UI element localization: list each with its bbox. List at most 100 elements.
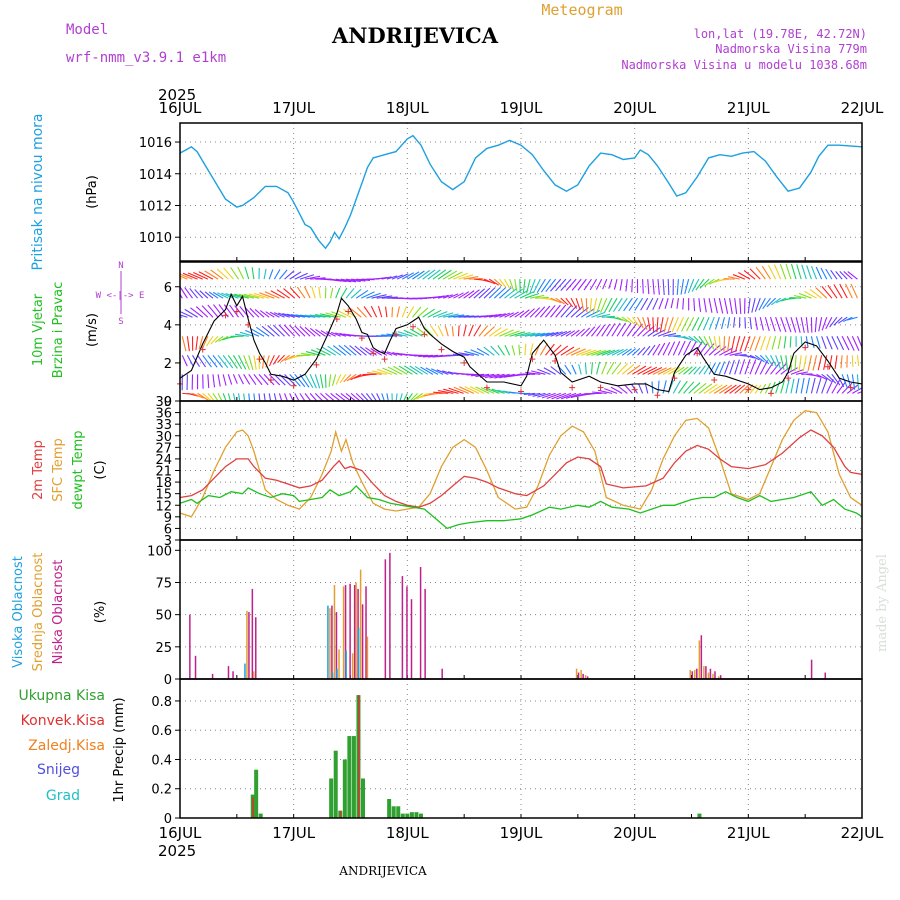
precip-ytick-label: 0.4: [151, 753, 172, 768]
wind-arrow: [577, 278, 587, 291]
wind-arrow: [718, 336, 722, 352]
wind-arrow: [294, 325, 306, 337]
wind-arrow: [856, 374, 860, 391]
wind-arrow: [693, 298, 696, 312]
wind-arrow: [273, 393, 277, 401]
wind-arrow: [727, 276, 740, 280]
wind-arrow: [785, 263, 792, 280]
wind-arrow: [616, 316, 628, 323]
wind-arrow: [821, 286, 833, 299]
wind-arrow: [531, 370, 546, 375]
wind-arrow: [762, 297, 771, 309]
wind-arrow: [724, 384, 737, 394]
cloud-bar-high: [244, 663, 246, 679]
wind-arrow: [734, 359, 740, 375]
wind-arrow: [667, 317, 674, 333]
wind-arrow: [688, 335, 698, 343]
cloud-bar-low: [582, 673, 584, 679]
wind-arrow: [729, 359, 735, 375]
wind-arrow: [857, 391, 862, 394]
wind-arrow: [458, 352, 474, 356]
wind-arrow: [451, 326, 454, 337]
wind-arrow: [718, 361, 726, 375]
wind-arrow: [843, 271, 853, 280]
wind-arrow: [758, 297, 766, 311]
cloud-bar-high: [331, 672, 334, 679]
wind-arrow: [269, 311, 280, 318]
wind-arrow: [663, 317, 669, 333]
wind-gust-marker: [358, 335, 365, 342]
wind-gust-marker: [267, 377, 274, 384]
wind-arrow: [565, 278, 577, 291]
wind-arrow: [606, 323, 616, 337]
cloud-bar-low: [353, 585, 356, 679]
temp-ytick-label: 21: [155, 465, 172, 480]
temp-label-2: SFC Temp: [51, 438, 66, 502]
wind-arrow: [470, 349, 485, 356]
wind-arrow: [268, 269, 274, 280]
wind-arrow: [729, 384, 742, 394]
wind-arrow: [232, 393, 236, 401]
cloud-unit: (%): [93, 601, 108, 624]
wind-arrow: [617, 297, 628, 312]
wind-arrow: [613, 279, 618, 290]
wind-arrow: [642, 279, 644, 294]
wind-arrow: [494, 373, 510, 379]
wind-arrow: [759, 317, 764, 331]
wind-arrow: [469, 386, 485, 394]
wind-arrow: [420, 366, 434, 375]
cloud-ytick-label: 0: [164, 673, 172, 688]
wind-arrow: [490, 345, 500, 356]
wind-arrow: [304, 374, 314, 389]
temp-series-0: [179, 429, 863, 508]
temp-ytick-label: 27: [155, 441, 172, 456]
wind-arrow: [777, 336, 782, 350]
wind-arrow: [497, 389, 510, 394]
wind-arrow: [616, 348, 628, 356]
wind-arrow: [550, 304, 561, 318]
wind-arrow: [335, 332, 347, 337]
wind-arrow: [657, 367, 672, 375]
wind-gust-marker: [461, 359, 468, 366]
wind-arrow: [398, 365, 413, 375]
wind-arrow: [244, 266, 250, 280]
temp-ytick-label: 24: [155, 453, 172, 468]
precip-bar-total: [400, 813, 405, 818]
wind-arrow: [684, 278, 690, 295]
wind-arrow: [754, 317, 758, 330]
wind-arrow: [277, 354, 285, 364]
wind-arrow: [403, 329, 418, 337]
wind-arrow: [730, 336, 736, 352]
wind-arrow: [376, 295, 393, 299]
wind-arrow: [294, 373, 306, 388]
cloud-bar-low: [365, 586, 367, 679]
temp-ytick-label: 39: [155, 395, 172, 410]
wind-arrow: [821, 373, 832, 382]
wind-arrow: [268, 373, 281, 386]
wind-arrow: [318, 286, 321, 299]
wind-arrow: [611, 322, 621, 337]
wind-arrow: [483, 346, 495, 356]
wind-arrow: [391, 274, 403, 280]
wind-arrow: [632, 347, 641, 356]
wind-arrow: [227, 354, 238, 369]
wind-arrow: [254, 309, 265, 318]
wind-arrow: [248, 293, 265, 299]
cloud-bar-mid: [333, 585, 336, 679]
wind-arrow: [309, 393, 318, 401]
wind-arrow: [601, 323, 611, 337]
wind-arrow: [621, 363, 635, 375]
wind-arrow: [404, 365, 418, 375]
wind-arrow: [523, 392, 536, 396]
wind-arrow: [826, 373, 837, 384]
wind-arrow: [565, 347, 581, 356]
wind-arrow: [202, 354, 212, 368]
precip-frame: [179, 678, 863, 819]
wind-gust-marker: [333, 316, 340, 323]
cloud-bar-low: [700, 635, 703, 679]
wind-arrow: [550, 297, 562, 304]
x-day-label-top: 16JUL: [159, 99, 202, 117]
wind-arrow: [539, 343, 548, 356]
wind-arrow: [524, 332, 541, 337]
wind-arrow: [386, 351, 398, 356]
